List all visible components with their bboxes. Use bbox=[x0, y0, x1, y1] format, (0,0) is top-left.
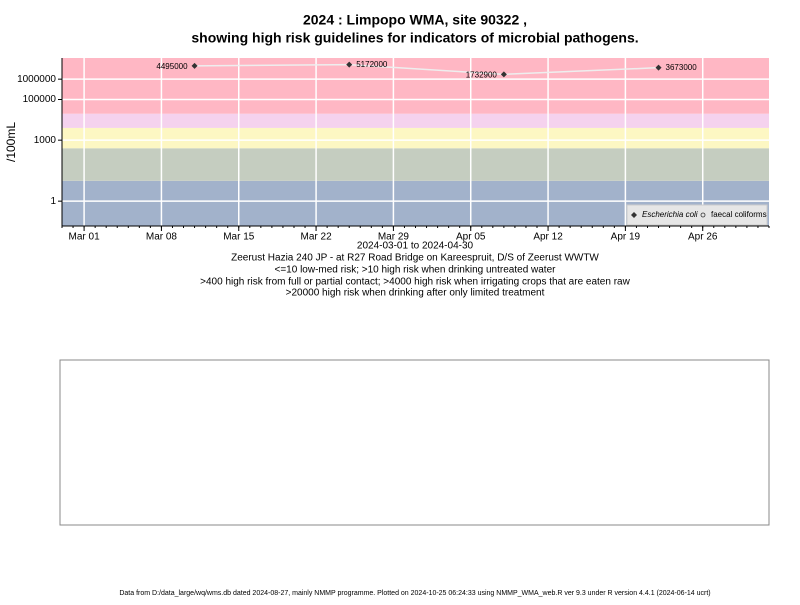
x-axis-label: 2024-03-01 to 2024-04-30 bbox=[357, 241, 474, 252]
y-tick-label: 100000 bbox=[23, 94, 57, 105]
x-axis-label: <=10 low-med risk; >10 high risk when dr… bbox=[275, 265, 557, 276]
y-tick-label: 1000 bbox=[34, 135, 57, 146]
risk-band bbox=[62, 113, 769, 128]
y-tick-label: 1000000 bbox=[17, 74, 56, 85]
legend-marker bbox=[700, 212, 706, 218]
x-axis-label: >20000 high risk when drinking after onl… bbox=[286, 288, 545, 299]
data-point bbox=[191, 62, 198, 69]
x-tick-label: Apr 12 bbox=[533, 232, 563, 243]
data-point bbox=[500, 71, 507, 78]
x-tick-label: Mar 01 bbox=[69, 232, 101, 243]
footer: Data from D:/data_large/wq/wms.db dated … bbox=[119, 590, 710, 597]
data-point bbox=[655, 64, 662, 71]
y-tick-label: 1 bbox=[50, 196, 56, 207]
x-tick-label: Apr 05 bbox=[456, 232, 486, 243]
x-axis-label: >400 high risk from full or partial cont… bbox=[200, 277, 630, 288]
x-tick-label: Mar 29 bbox=[378, 232, 410, 243]
x-tick-label: Mar 22 bbox=[301, 232, 333, 243]
legend-label: faecal coliforms bbox=[711, 210, 767, 219]
legend-marker bbox=[631, 212, 637, 218]
x-axis-label: Zeerust Hazia 240 JP - at R27 Road Bridg… bbox=[231, 253, 599, 264]
x-tick-label: Apr 19 bbox=[611, 232, 641, 243]
chart-title: showing high risk guidelines for indicat… bbox=[191, 30, 638, 46]
x-tick-label: Mar 08 bbox=[146, 232, 178, 243]
chart-title: 2024 : Limpopo WMA, site 90322 , bbox=[303, 12, 527, 28]
risk-band bbox=[62, 127, 769, 149]
series-line bbox=[194, 63, 659, 76]
x-tick-label: Mar 15 bbox=[223, 232, 255, 243]
legend-box bbox=[626, 204, 768, 226]
data-point bbox=[346, 61, 353, 68]
risk-band bbox=[62, 148, 769, 181]
empty-panel bbox=[59, 359, 770, 526]
data-label: 1732900 bbox=[466, 70, 498, 79]
data-label: 3673000 bbox=[666, 63, 698, 72]
x-tick-label: Apr 26 bbox=[688, 232, 718, 243]
data-label: 5172000 bbox=[356, 60, 388, 69]
data-label: 4495000 bbox=[156, 62, 188, 71]
legend-label: Escherichia coli bbox=[642, 210, 698, 219]
y-axis-label: /100mL bbox=[4, 122, 18, 162]
